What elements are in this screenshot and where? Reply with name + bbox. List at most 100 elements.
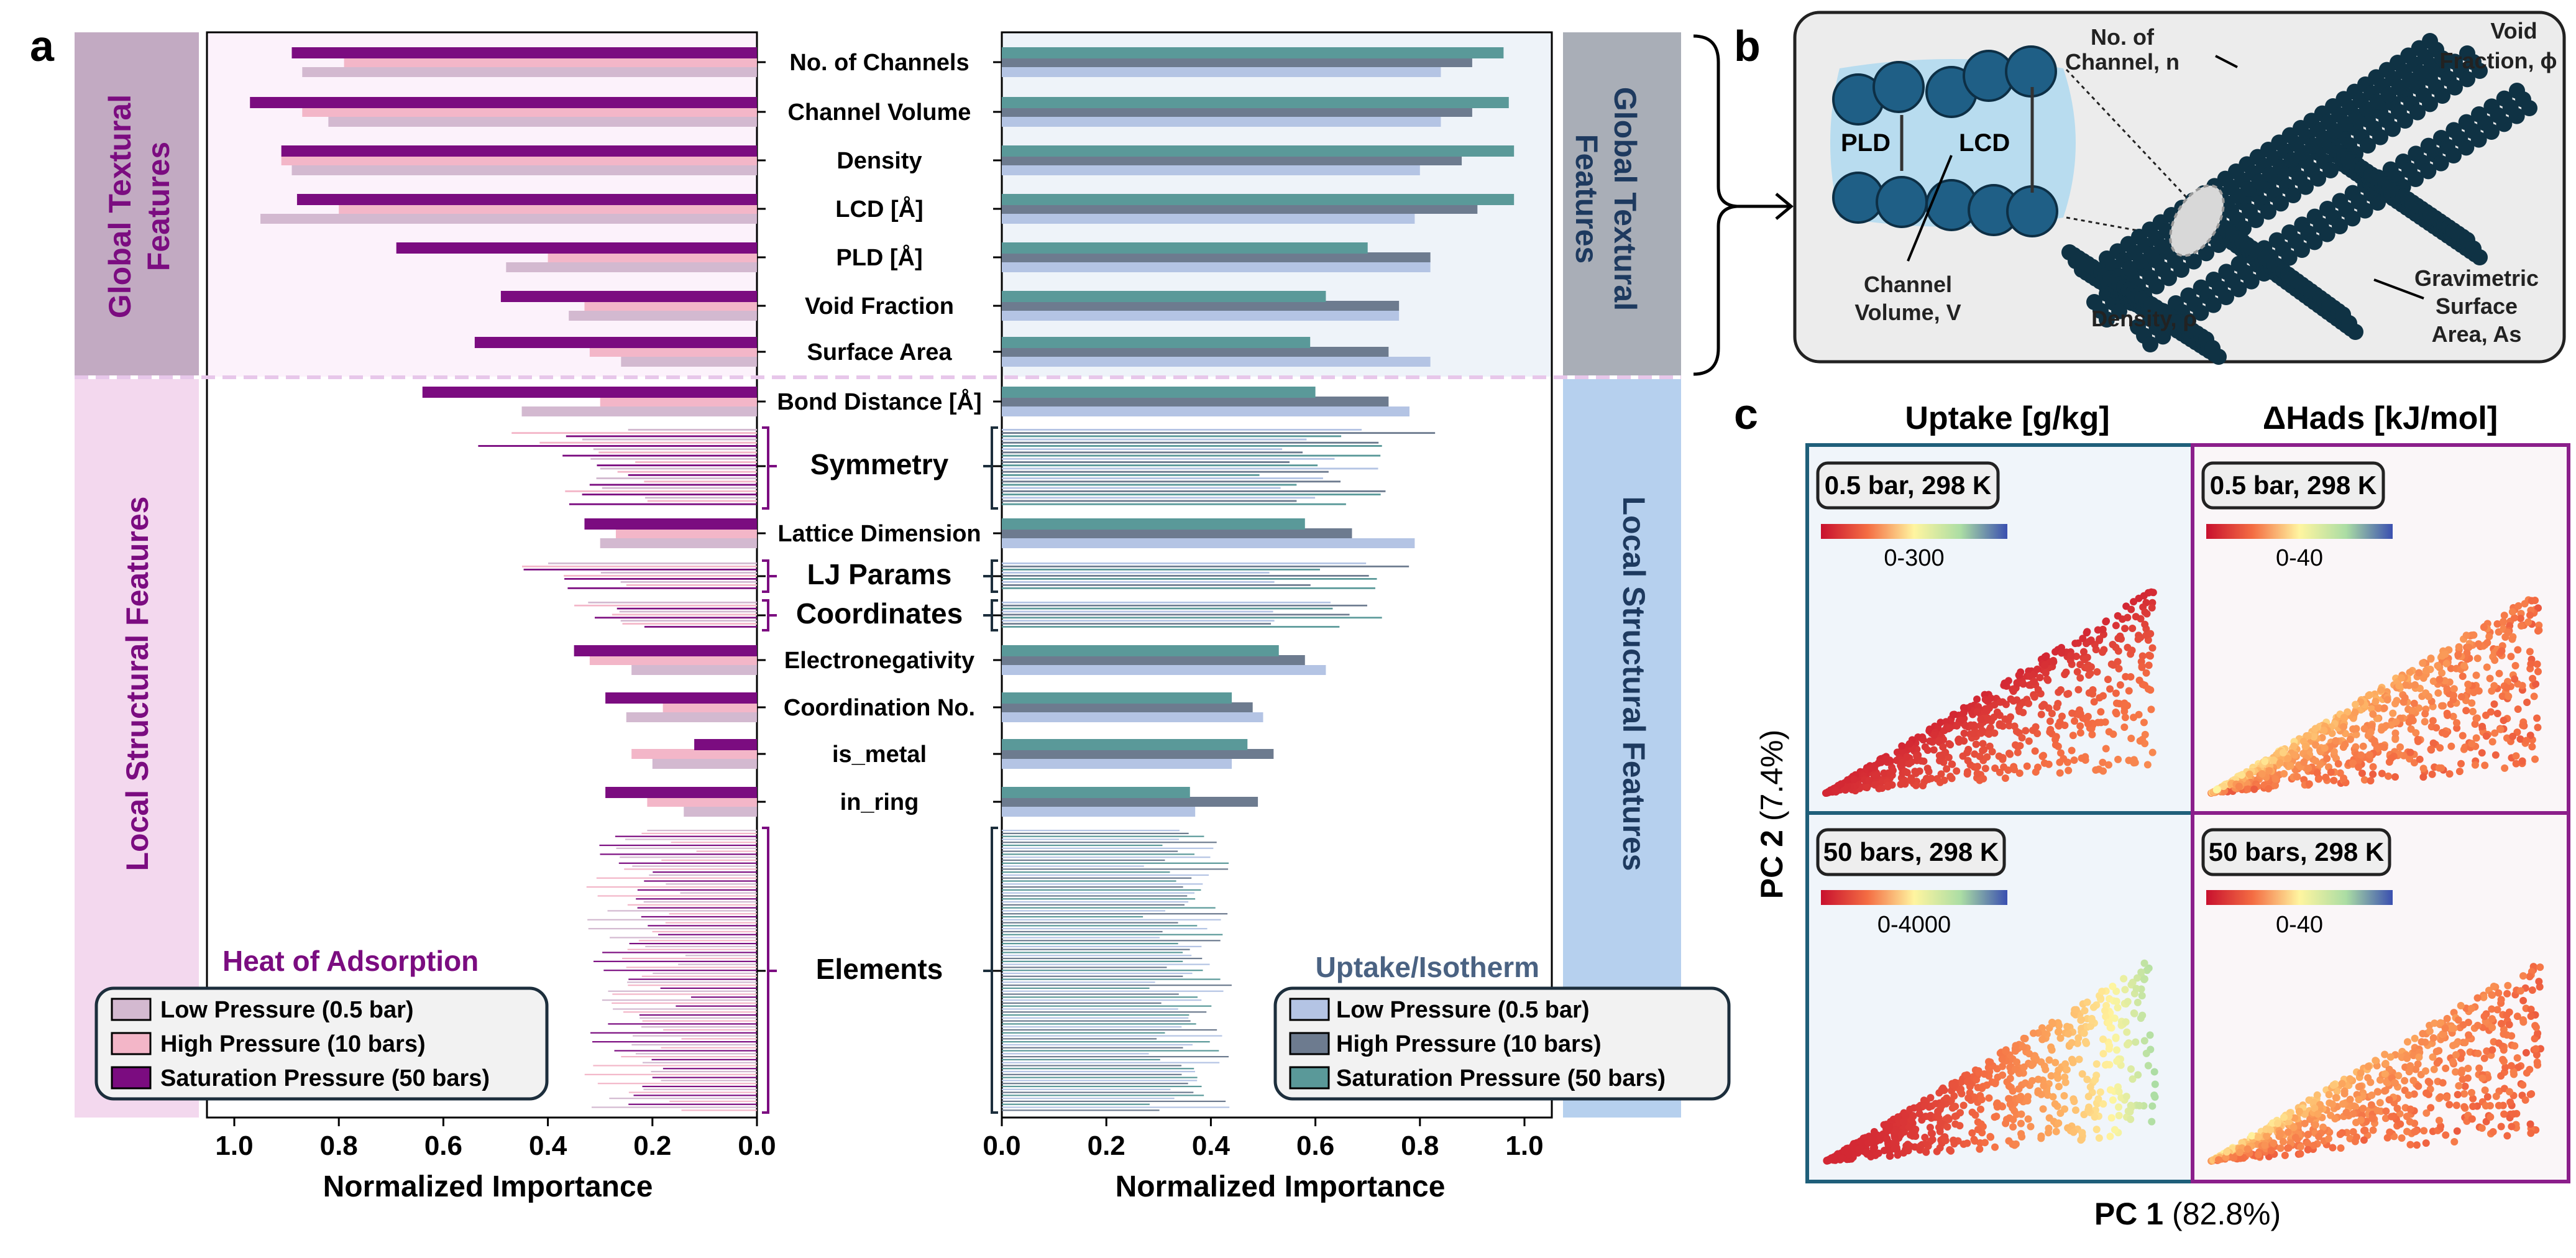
pca-point [1825, 1155, 1833, 1164]
pca-point [2254, 1150, 2262, 1159]
pca-point [2519, 996, 2528, 1004]
pca-point [2304, 732, 2312, 740]
pca-point [2407, 725, 2415, 733]
pca-point [1871, 781, 1879, 789]
pca-point [2291, 751, 2299, 759]
pca-point [2017, 1119, 2025, 1127]
pca-point [2411, 681, 2419, 689]
bracket-right [983, 599, 998, 631]
pca-point [1959, 752, 1967, 760]
uptake-bar-1-s2 [1002, 97, 1509, 108]
hoa-elements-line-86 [642, 1085, 757, 1088]
bracket-left [762, 559, 777, 593]
uptake-elements-line-31 [1002, 922, 1178, 924]
hoa-elements-line-49 [641, 975, 757, 977]
hoa-bar-loc2-s2 [605, 692, 757, 704]
pca-point [2470, 631, 2478, 639]
pca-point [2359, 1104, 2367, 1113]
pca-point [2039, 1105, 2047, 1113]
pca-point [2322, 773, 2330, 781]
pca-point [2301, 743, 2309, 751]
pca-point [2536, 963, 2544, 971]
hoa-elements-line-16 [596, 877, 757, 879]
pca-point [2454, 1016, 2462, 1024]
pca-point [2434, 661, 2442, 669]
pca-point [1923, 746, 1932, 755]
pca-point [1919, 736, 1927, 744]
hoa-elements-line-93 [591, 1106, 757, 1108]
pca-point [2312, 741, 2320, 749]
uptake-elements-line-89 [1002, 1095, 1204, 1096]
pca-point [2450, 685, 2458, 693]
framework-atom [2445, 147, 2462, 163]
hoa-coords-line-3 [619, 610, 757, 613]
pca-point [2332, 1094, 2340, 1102]
pca-point [2138, 662, 2146, 670]
pca-point [2030, 693, 2038, 701]
pca-point [1991, 1078, 1999, 1086]
hoa-elements-line-17 [644, 880, 757, 882]
uptake-elements-line-37 [1002, 940, 1221, 942]
pca-point [2113, 1046, 2121, 1054]
pca-point [2352, 743, 2360, 751]
pca-point [2442, 1064, 2450, 1072]
pca-point [2109, 1096, 2117, 1104]
category-label-13: Coordination No. [784, 695, 975, 721]
pca-point [2340, 723, 2348, 731]
bracket-to-panel-b [1693, 34, 1738, 376]
framework-atom [2186, 253, 2202, 270]
bracket-right [983, 827, 998, 1114]
framework-atom [2230, 281, 2247, 298]
pca-point [2087, 636, 2095, 644]
uptake-elements-line-18 [1002, 883, 1203, 885]
pca-point [1831, 786, 1840, 794]
category-label-5: Void Fraction [805, 293, 954, 319]
pca-point [2513, 1012, 2521, 1021]
pca-point [2475, 687, 2483, 695]
c-cond-3: 50 bars, 298 K [1823, 837, 1999, 866]
hoa-symmetry-line-14 [628, 474, 757, 476]
pca-point [2346, 1075, 2354, 1083]
uptake-elements-line-41 [1002, 952, 1183, 953]
pca-point [2329, 1081, 2337, 1089]
hoa-coords-line-0 [588, 602, 757, 604]
pca-point [2480, 623, 2488, 631]
pca-point [2505, 1088, 2513, 1096]
pca-point [2013, 679, 2021, 687]
pca-point [2114, 612, 2122, 620]
pca-point [2009, 1123, 2017, 1131]
framework-atom [2193, 305, 2209, 321]
hoa-symmetry-line-8 [562, 454, 757, 457]
uptake-elements-line-59 [1002, 1005, 1212, 1007]
hoa-elements-line-40 [627, 948, 757, 950]
pca-point [1949, 710, 1957, 719]
pca-point [2045, 1056, 2053, 1064]
pca-point [1937, 1119, 1945, 1127]
uptake-elements-line-70 [1002, 1038, 1157, 1040]
pca-point [2334, 760, 2342, 768]
pca-point [2305, 780, 2313, 788]
pca-point [2099, 1035, 2107, 1044]
pca-point [2523, 699, 2531, 707]
pca-point [2033, 665, 2042, 673]
pca-point [1979, 774, 1987, 783]
pca-point [2018, 1133, 2026, 1141]
uptake-lj-line-0 [1002, 562, 1367, 564]
pca-point [1963, 1139, 1971, 1147]
pca-point [2497, 996, 2505, 1004]
uptake-symmetry-line-20 [1002, 494, 1381, 496]
pca-point [2104, 761, 2112, 769]
hoa-symmetry-line-9 [590, 457, 757, 460]
pca-point [2443, 1014, 2451, 1022]
uptake-elements-line-54 [1002, 990, 1224, 992]
hoa-coords-line-4 [612, 613, 757, 616]
uptake-elements-line-7 [1002, 850, 1178, 852]
framework-atom [2432, 155, 2449, 172]
c-range-3: 0-4000 [1877, 912, 1951, 938]
pca-point [2106, 685, 2114, 693]
pca-point [1870, 1127, 1878, 1136]
hoa-elements-line-37 [638, 940, 757, 942]
pore-sphere-1 [1872, 61, 1925, 113]
pca-point [2114, 1004, 2122, 1012]
hoa-elements-line-39 [645, 945, 757, 947]
